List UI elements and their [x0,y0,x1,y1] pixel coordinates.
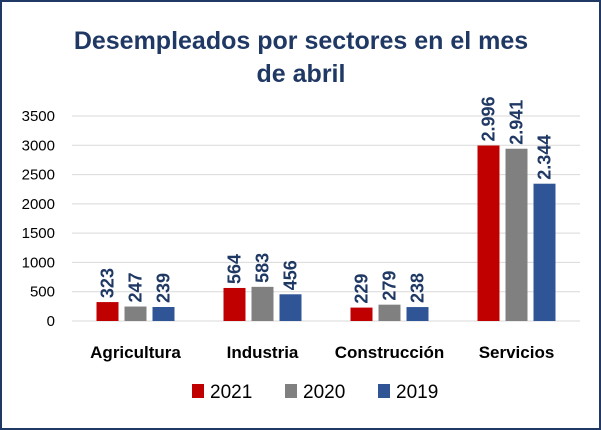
data-label: 456 [281,260,301,290]
data-label: 2.996 [479,96,499,141]
y-tick-label: 2000 [22,196,55,213]
legend-label: 2021 [210,382,252,403]
data-label: 238 [408,273,428,303]
x-axis-ticks: Agricultura Industria Construcción Servicio… [90,343,554,362]
bar-2019 [406,307,429,321]
chart-title-line-2: de abril [257,60,346,88]
bar-2020 [251,286,274,321]
bar-2021 [96,302,119,321]
legend-swatch-2021 [192,384,204,398]
y-tick-label: 2500 [22,167,55,184]
bar-2019 [279,294,302,321]
legend: 2021 2020 2019 [192,382,438,403]
x-tick-label: Servicios [479,343,555,362]
x-tick-label: Agricultura [90,343,181,362]
gridlines [72,115,580,322]
data-label: 323 [98,268,118,298]
y-tick-label: 1500 [22,225,55,242]
x-tick-label: Industria [227,343,299,362]
data-label: 564 [225,254,245,284]
bar-2021 [350,307,373,321]
data-label: 2.941 [507,100,527,145]
data-label: 247 [126,272,146,302]
y-tick-label: 1000 [22,254,55,271]
data-labels: 323 247 239 564 583 456 229 279 238 2.996 2.941 2.3… [98,96,555,303]
bar-2019 [152,307,175,321]
legend-swatch-2020 [285,384,297,398]
bar-2021 [477,145,500,321]
data-label: 583 [253,253,273,283]
legend-label: 2020 [303,382,345,403]
bar-2020 [505,148,528,321]
x-tick-label: Construcción [335,343,445,362]
y-axis-ticks: 0 500 1000 1500 2000 2500 3000 3500 [22,108,55,330]
bar-2021 [223,287,246,321]
data-label: 2.344 [535,135,555,180]
y-tick-label: 0 [47,313,55,330]
data-label: 229 [352,274,372,304]
y-tick-label: 3000 [22,137,55,154]
legend-swatch-2019 [378,384,390,398]
bar-2019 [533,183,556,321]
data-label: 239 [154,273,174,303]
y-tick-label: 3500 [22,108,55,125]
legend-label: 2019 [396,382,438,403]
y-tick-label: 500 [30,284,55,301]
bar-2020 [124,306,147,321]
bars [96,145,556,321]
chart-title-line-1: Desempleados por sectores en el mes [74,27,528,55]
bar-2020 [378,304,401,321]
data-label: 279 [380,271,400,301]
